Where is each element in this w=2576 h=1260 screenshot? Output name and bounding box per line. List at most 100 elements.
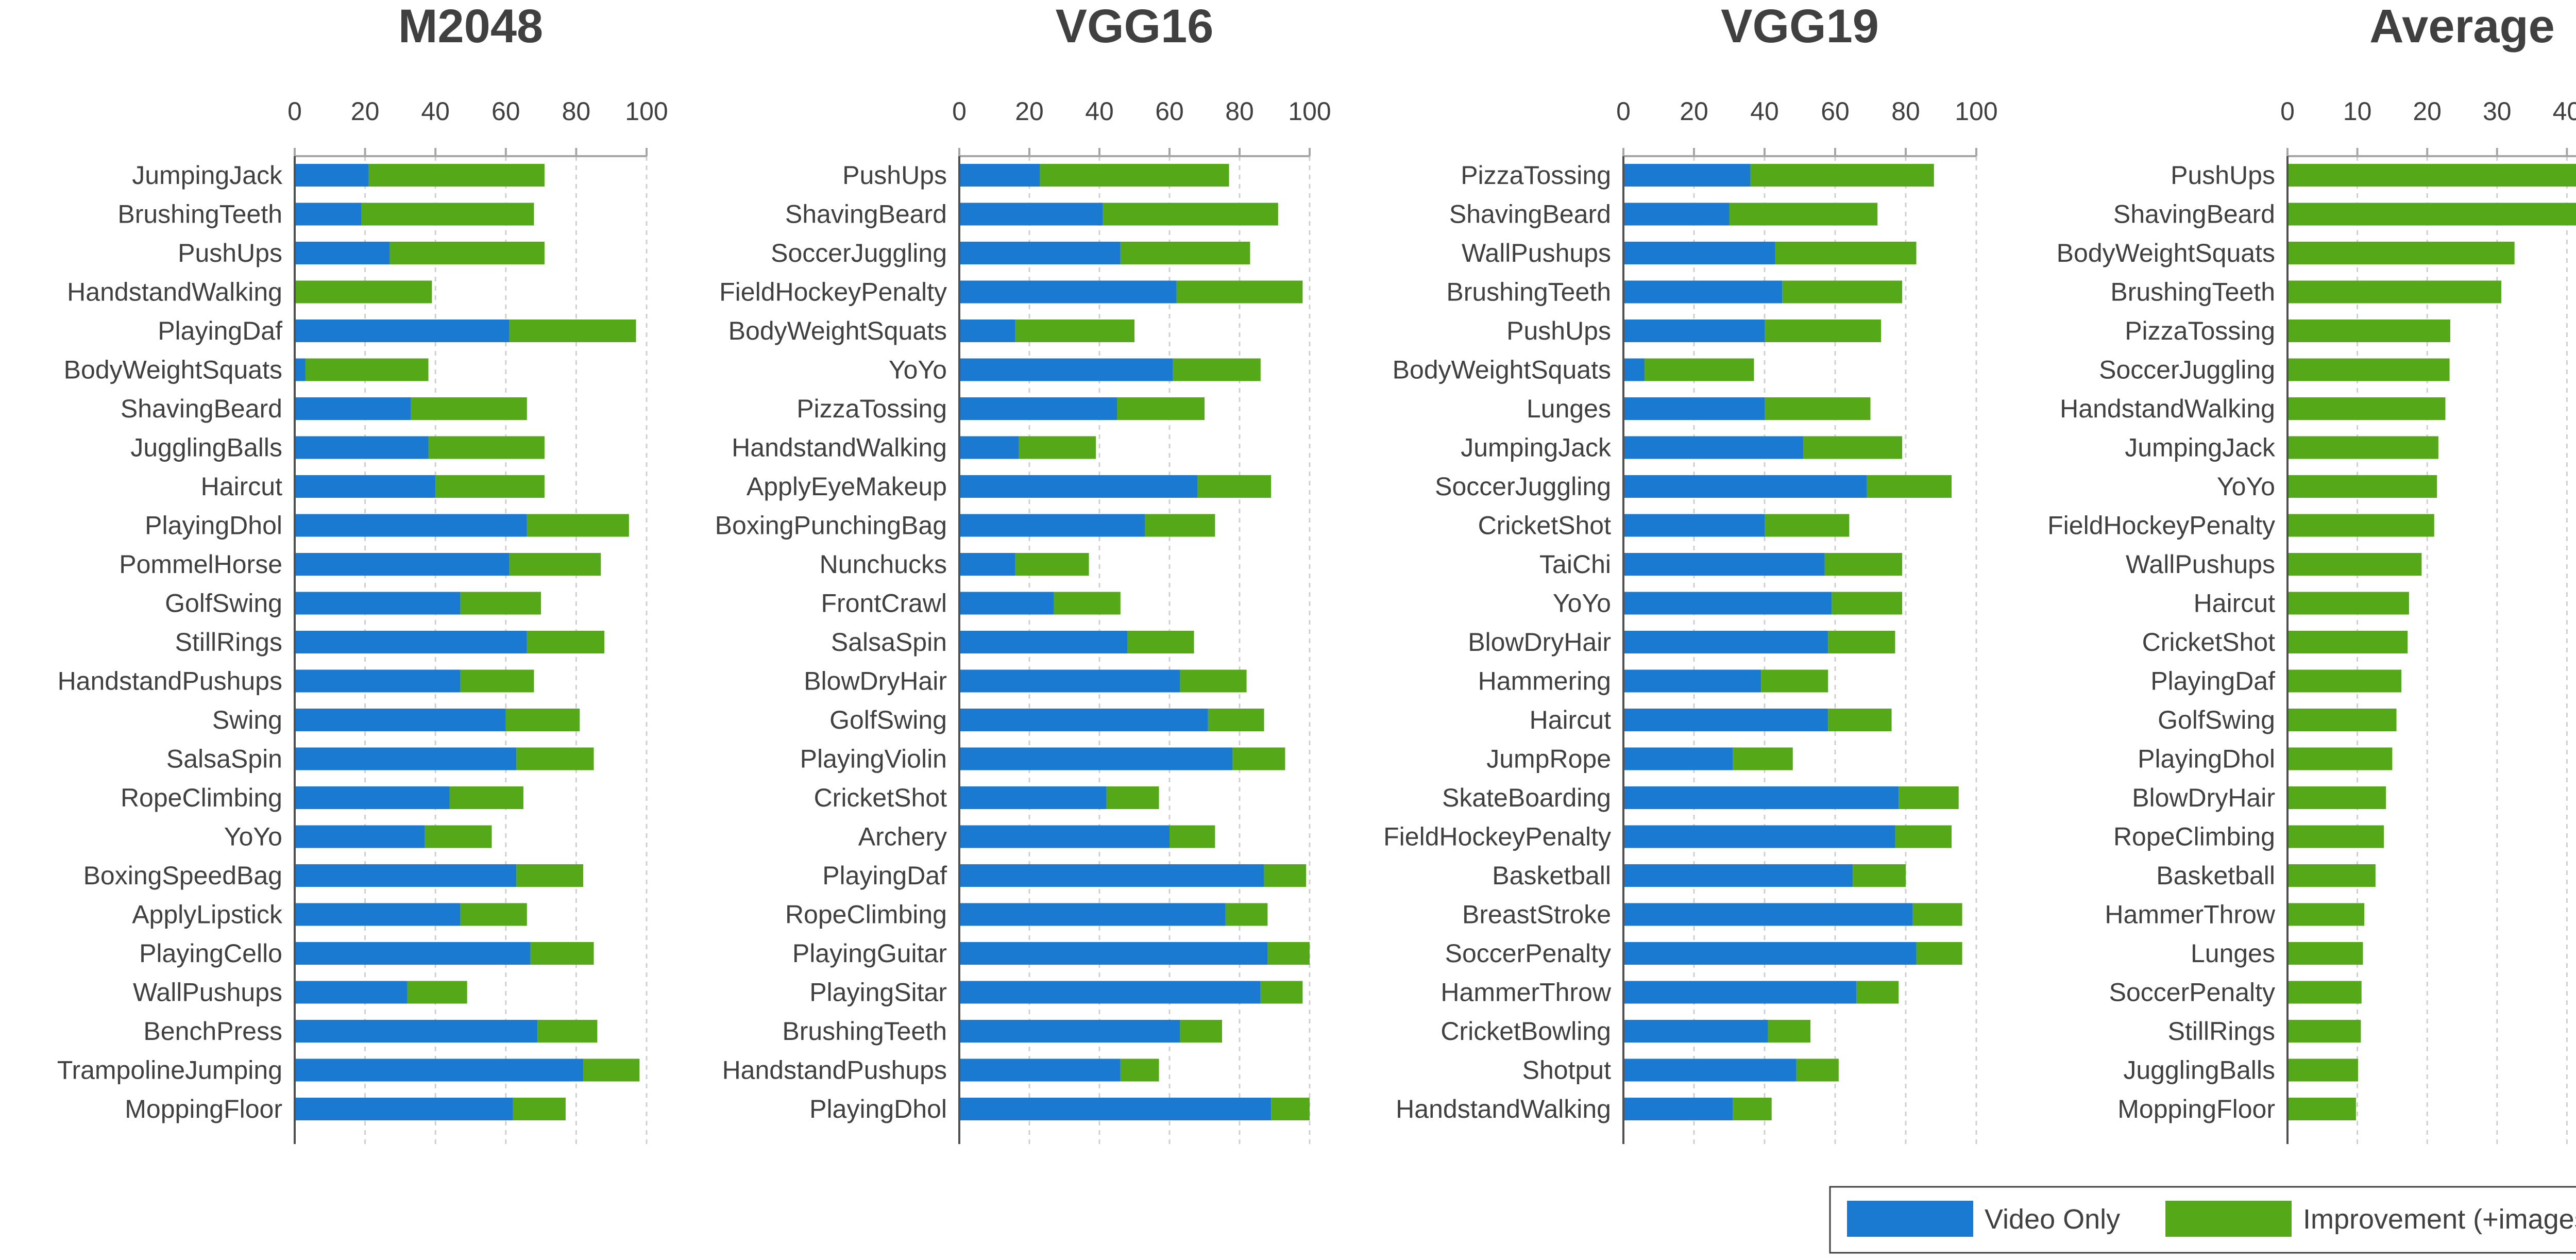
bar-video-only <box>295 825 425 848</box>
category-label: ShavingBeard <box>121 394 282 423</box>
legend-label-video-only: Video Only <box>1985 1204 2120 1235</box>
bar-improvement-images <box>428 436 545 459</box>
bar-video-only <box>959 553 1015 576</box>
bar-video-only <box>1623 864 1853 887</box>
bar-video-only <box>959 1020 1180 1043</box>
bar-improvement-images <box>1264 864 1307 887</box>
category-label: Archery <box>858 822 947 851</box>
category-label: RopeClimbing <box>785 900 947 929</box>
bar-improvement-images <box>1180 1020 1222 1043</box>
category-label: PlayingDaf <box>158 316 282 345</box>
category-label: HandstandWalking <box>2060 394 2275 423</box>
bar-improvement-images <box>1645 358 1754 381</box>
bar-improvement-images <box>460 903 527 926</box>
bar-video-only <box>295 436 429 459</box>
bar-video-only <box>1623 631 1828 653</box>
bar-improvement-images <box>1895 825 1952 848</box>
bar-improvement-images <box>2287 397 2446 420</box>
bar-video-only <box>295 203 362 226</box>
category-label: TaiChi <box>1539 550 1611 579</box>
category-label: PlayingGuitar <box>792 939 947 968</box>
category-label: PushUps <box>1506 316 1611 345</box>
bar-video-only <box>1623 1098 1733 1120</box>
bar-video-only <box>959 669 1180 693</box>
category-label: PlayingDhol <box>145 511 282 540</box>
bar-improvement-images <box>2287 203 2576 226</box>
bar-improvement-images <box>361 203 534 226</box>
x-tick-label: 40 <box>1750 97 1779 126</box>
category-label: BodyWeightSquats <box>1393 356 1611 384</box>
bar-improvement-images <box>2287 553 2422 576</box>
bar-video-only <box>1623 825 1895 848</box>
bar-improvement-images <box>449 786 523 809</box>
category-label: HandstandWalking <box>1396 1095 1611 1123</box>
x-tick-label: 40 <box>1085 97 1114 126</box>
category-label: BrushingTeeth <box>2110 278 2275 307</box>
category-label: JugglingBalls <box>2123 1056 2275 1085</box>
category-label: Haircut <box>1530 705 1611 734</box>
bar-video-only <box>1623 436 1804 459</box>
bar-improvement-images <box>1803 436 1903 459</box>
bar-improvement-images <box>1145 514 1215 537</box>
bar-improvement-images <box>1916 942 1962 965</box>
x-tick-label: 100 <box>1955 97 1997 126</box>
bar-improvement-images <box>1267 942 1310 965</box>
x-tick-label: 100 <box>625 97 668 126</box>
bar-improvement-images <box>2287 747 2393 770</box>
bar-video-only <box>1623 1020 1768 1043</box>
bar-improvement-images <box>2287 475 2437 498</box>
legend-swatch-improvement <box>2165 1201 2292 1237</box>
bar-video-only <box>1623 242 1775 264</box>
bar-video-only <box>295 592 461 615</box>
category-label: PizzaTossing <box>1461 161 1611 190</box>
bar-improvement-images <box>1856 981 1899 1004</box>
bar-video-only <box>1623 358 1645 381</box>
x-tick-label: 0 <box>952 97 967 126</box>
category-label: SalsaSpin <box>831 628 947 657</box>
x-tick-label: 60 <box>1821 97 1850 126</box>
bar-video-only <box>959 514 1145 537</box>
bar-improvement-images <box>1768 1020 1811 1043</box>
x-tick-label: 20 <box>1680 97 1708 126</box>
bar-video-only <box>959 320 1015 342</box>
bar-improvement-images <box>1853 864 1906 887</box>
bar-improvement-images <box>1103 203 1278 226</box>
bar-video-only <box>295 475 436 498</box>
bar-improvement-images <box>1750 164 1934 187</box>
category-label: ShavingBeard <box>2113 200 2275 229</box>
category-label: PlayingSitar <box>809 978 947 1007</box>
bar-video-only <box>959 397 1117 420</box>
category-label: MoppingFloor <box>2117 1095 2275 1123</box>
category-label: BrushingTeeth <box>117 200 282 229</box>
x-tick-label: 30 <box>2483 97 2512 126</box>
bar-improvement-images <box>1106 786 1159 809</box>
bar-improvement-images <box>1173 358 1261 381</box>
bar-video-only <box>295 1059 584 1082</box>
chart-title: Average <box>2369 0 2555 53</box>
category-label: FieldHockeyPenalty <box>1383 822 1611 851</box>
category-label: CricketShot <box>2142 628 2276 657</box>
bar-improvement-images <box>2287 358 2450 381</box>
bar-video-only <box>1623 203 1730 226</box>
chart-title: VGG19 <box>1721 0 1879 53</box>
bar-improvement-images <box>368 164 545 187</box>
bar-improvement-images <box>1176 280 1303 304</box>
x-tick-label: 60 <box>492 97 520 126</box>
x-tick-label: 40 <box>2553 97 2576 126</box>
bar-improvement-images <box>2287 786 2386 809</box>
bar-improvement-images <box>2287 436 2438 459</box>
bar-improvement-images <box>2287 592 2409 615</box>
bar-video-only <box>1623 475 1867 498</box>
bar-improvement-images <box>1180 669 1247 693</box>
x-tick-label: 60 <box>1155 97 1184 126</box>
bar-video-only <box>1623 553 1825 576</box>
x-tick-label: 80 <box>1891 97 1920 126</box>
bar-improvement-images <box>1260 981 1303 1004</box>
bar-video-only <box>295 164 369 187</box>
bar-video-only <box>959 203 1103 226</box>
category-label: PommelHorse <box>119 550 282 579</box>
category-label: PizzaTossing <box>2125 316 2275 345</box>
bar-improvement-images <box>2287 825 2384 848</box>
bar-improvement-images <box>1832 592 1903 615</box>
category-label: StillRings <box>2168 1017 2275 1046</box>
